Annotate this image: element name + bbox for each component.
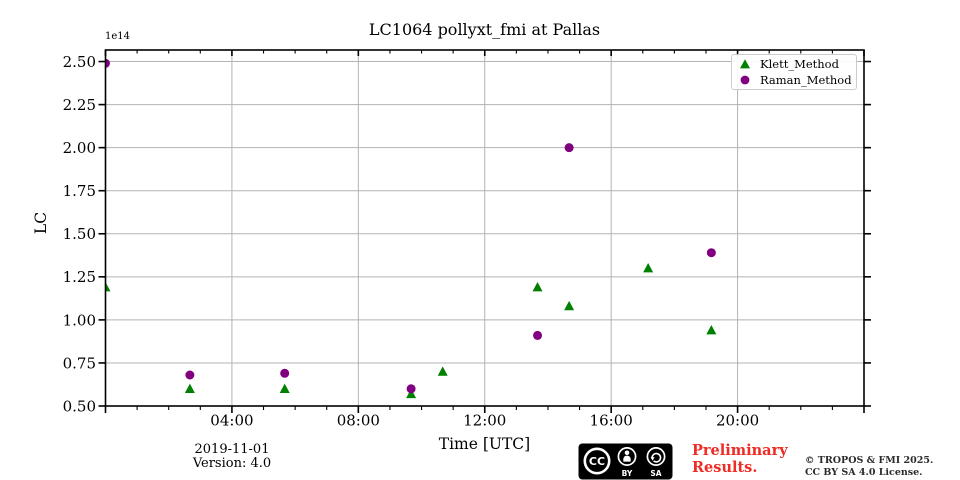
y-tick-label: 1.00 [63, 311, 96, 329]
data-point [105, 58, 110, 68]
version-block: 2019-11-01 Version: 4.0 [152, 443, 312, 470]
data-point [185, 370, 195, 380]
data-point [184, 383, 195, 393]
cc-text: CC [589, 455, 605, 468]
y-tick-label: 0.75 [63, 354, 96, 372]
legend-item-raman: Raman_Method [739, 72, 856, 88]
sa-circle-icon [646, 447, 666, 466]
data-point [105, 281, 111, 292]
x-tick-labels: 04:00 08:00 12:00 16:00 20:00 [210, 412, 759, 430]
by-circle-icon [617, 447, 637, 466]
y-tick-label: 0.50 [63, 397, 96, 415]
copyright-note: © TROPOS & FMI 2025. CC BY SA 4.0 Licens… [805, 455, 933, 479]
person-icon [623, 450, 631, 462]
y-tick-label: 1.75 [63, 182, 96, 200]
data-point [533, 330, 543, 340]
copyright-line1: © TROPOS & FMI 2025. [805, 455, 934, 466]
preliminary-line2: Results. [692, 458, 758, 476]
data-point [279, 383, 290, 393]
version-label: Version: 4.0 [192, 455, 272, 471]
preliminary-line1: Preliminary [692, 442, 788, 459]
y-tick-labels: 0.50 0.75 1.00 1.25 1.50 1.75 2.00 2.25 2.50 [63, 53, 96, 415]
copyright-line2: CC BY SA 4.0 License. [805, 467, 923, 478]
cc-by-sa-badge: CC BY SA [578, 443, 673, 480]
legend-label-raman: Raman_Method [760, 73, 852, 87]
data-point [564, 300, 575, 311]
measurement-date: 2019-11-01 [194, 442, 270, 457]
legend-item-klett: Klett_Method [739, 56, 856, 72]
x-tick-label: 12:00 [463, 412, 506, 430]
circle-icon [740, 75, 750, 85]
data-point [406, 388, 417, 399]
series-raman_method [105, 58, 716, 394]
y-tick-label: 2.50 [63, 53, 96, 71]
x-tick-label: 04:00 [210, 412, 253, 430]
data-point [706, 325, 717, 335]
cc-circle-icon [583, 447, 611, 475]
y-tick-label: 1.50 [63, 225, 96, 243]
x-axis-label: Time [UTC] [438, 435, 531, 453]
triangle-icon [740, 59, 750, 69]
data-point [280, 368, 290, 378]
x-tick-label: 20:00 [716, 412, 759, 430]
legend: Klett_Method Raman_Method [731, 54, 857, 90]
data-point [532, 281, 543, 292]
legend-label-klett: Klett_Method [760, 57, 839, 71]
axis-ticks [98, 50, 871, 413]
y-tick-label: 1.25 [63, 268, 96, 286]
share-alike-arrow-icon [650, 452, 662, 463]
data-point [564, 143, 574, 153]
gridlines [105, 50, 864, 407]
x-tick-label: 08:00 [337, 412, 380, 430]
by-text: BY [622, 469, 633, 478]
data-point [706, 248, 716, 258]
data-point [643, 263, 654, 273]
data-point [406, 384, 416, 394]
series-layer [105, 58, 717, 399]
y-axis-offset-label: 1e14 [105, 31, 131, 42]
y-tick-label: 2.25 [63, 96, 96, 114]
chart-title: LC1064 pollyxt_fmi at Pallas [368, 20, 601, 39]
series-klett_method [105, 263, 717, 399]
preliminary-results-note: Preliminary Results. [692, 442, 788, 476]
data-point [437, 366, 448, 376]
sa-text: SA [650, 469, 661, 478]
y-tick-label: 2.00 [63, 139, 96, 157]
x-tick-label: 16:00 [590, 412, 633, 430]
